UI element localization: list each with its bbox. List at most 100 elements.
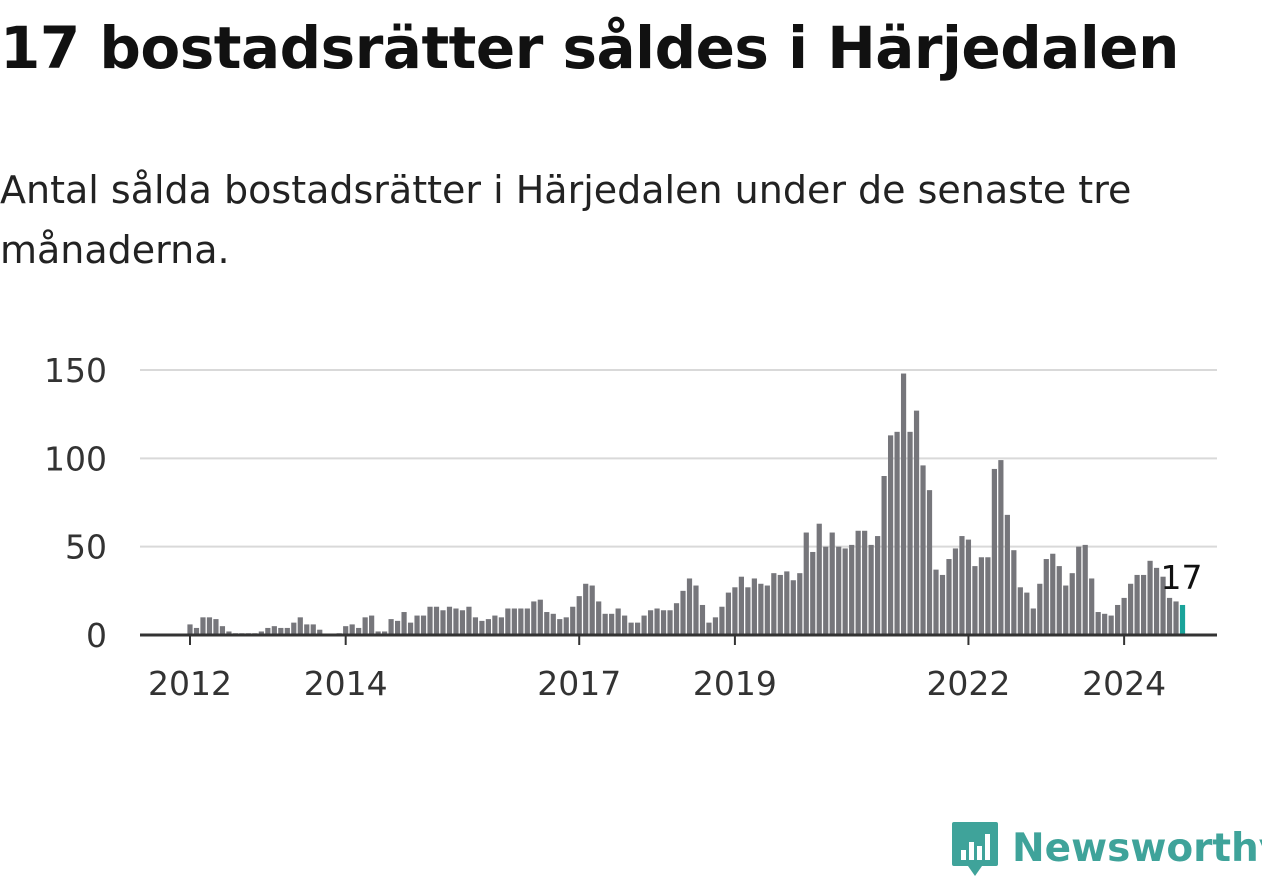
bar [446,606,453,635]
bar [803,532,809,635]
y-tick-label: 100 [44,439,107,478]
bar [193,627,200,635]
bar [660,610,667,635]
bar [920,465,926,635]
x-tick-label: 2024 [1082,664,1166,703]
bar [304,624,310,635]
bar [375,631,381,635]
bar [570,606,576,635]
bar [219,626,226,635]
bar [511,608,517,635]
x-tick-label: 2019 [693,664,777,703]
bar [479,620,485,635]
gridlines [140,369,1217,548]
bar [1004,514,1010,635]
bar [1089,578,1095,635]
bar-chart: 0 50 100 150 2012 2014 2017 2019 2022 2024 17 [44,351,1217,703]
bar [609,613,615,635]
bar [946,559,952,635]
bar [790,580,796,635]
bar [875,536,881,635]
brand-name: Newsworthy [1012,826,1262,871]
bar [764,585,770,635]
bar [985,557,991,635]
x-tick-label: 2017 [537,664,621,703]
highlight-value-label: 17 [1161,558,1203,597]
bar [868,544,874,635]
bars [187,373,1186,635]
bar [699,604,706,635]
bar [738,576,744,635]
bar [842,548,848,635]
bar [524,608,530,635]
bar [680,590,686,635]
bar [965,539,972,635]
bar [265,627,271,635]
bar [1095,612,1101,635]
bar [1108,615,1114,635]
bar [576,596,582,635]
bar [310,624,316,635]
bar [855,530,861,635]
bar [557,619,563,635]
bar [602,613,608,635]
bar [427,606,433,635]
bar [1050,553,1056,635]
bar [1173,601,1179,635]
newsworthy-chart-icon [952,822,998,876]
bar [667,610,673,635]
bar [440,610,446,635]
bar [317,629,323,635]
y-tick-label: 150 [44,351,107,390]
bar [206,617,213,635]
bar [959,536,965,635]
bar [550,613,556,635]
bar [758,583,764,635]
bar [589,585,595,635]
bar [492,615,498,635]
bar [900,373,907,635]
bar [635,622,641,635]
bar [401,612,407,635]
bar [291,622,297,635]
bar [518,608,524,635]
bar [505,608,511,635]
bar [420,615,427,635]
bar [933,569,939,635]
bar [1076,546,1082,635]
bar [829,532,835,635]
bar-highlight [1179,604,1186,635]
bar [998,460,1004,635]
bar [641,615,647,635]
y-tick-label: 50 [65,528,107,567]
bar [816,523,822,635]
bar [615,608,621,635]
bar [771,573,777,635]
bar [1121,597,1127,635]
bar [836,546,842,635]
bar [433,606,440,635]
bar [725,592,732,635]
bar [388,619,394,635]
x-tick-label: 2022 [926,664,1010,703]
bar [1069,573,1075,635]
bar [823,546,829,635]
bar [284,627,290,635]
bar [1030,608,1036,635]
bar [939,574,946,635]
bar [647,610,654,635]
bar [810,551,816,635]
bar [745,587,751,635]
bar [862,530,868,635]
bar [258,631,264,635]
bar [1140,574,1147,635]
bar [1024,592,1030,635]
bar [881,476,887,635]
bar [1082,544,1088,635]
bar [1160,576,1166,635]
bar [784,571,790,635]
bar [1128,583,1134,635]
bar [1037,583,1043,635]
y-tick-label: 0 [86,616,107,655]
bar [472,617,479,635]
